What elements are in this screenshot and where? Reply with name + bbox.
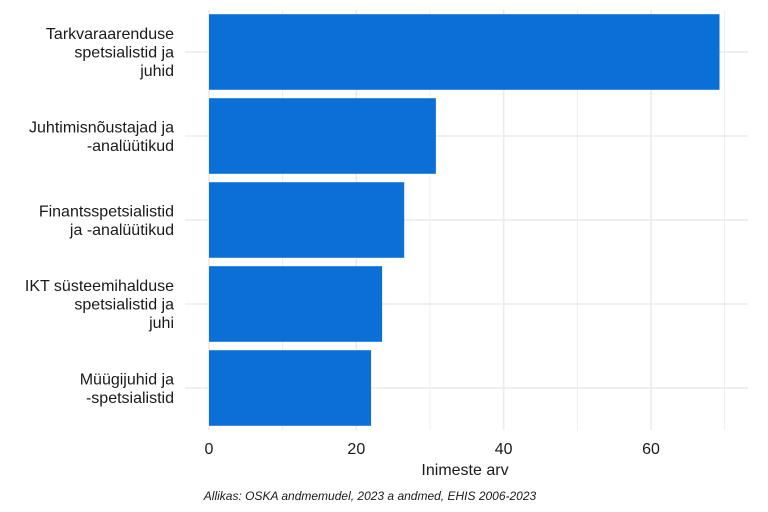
category-label: Juhtimisnõustajad ja -analüütikud [29, 119, 174, 155]
bar [209, 14, 720, 90]
x-tick-label: 0 [205, 441, 214, 458]
bar [209, 182, 405, 258]
bar [209, 98, 436, 174]
bar [209, 266, 383, 342]
bar [209, 350, 372, 426]
category-label: Tarkvaraarenduse spetsialistid ja juhid [46, 26, 174, 80]
x-tick-labels: 0 20 40 60 [205, 441, 660, 458]
x-tick-label: 40 [495, 441, 513, 458]
category-label: IKT süsteemihalduse spetsialistid ja juhi [25, 278, 174, 332]
x-tick-label: 60 [642, 441, 660, 458]
x-axis-title: Inimeste arv [421, 462, 508, 479]
bars [209, 14, 720, 426]
category-labels: Tarkvaraarenduse spetsialistid ja juhid Juh… [25, 26, 174, 407]
source-caption: Allikas: OSKA andmemudel, 2023 a andmed,… [203, 489, 537, 503]
x-tick-label: 20 [347, 441, 365, 458]
category-label: Müügijuhid ja -spetsialistid [80, 371, 174, 407]
category-label: Finantsspetsialistid ja -analüütikud [39, 203, 174, 239]
